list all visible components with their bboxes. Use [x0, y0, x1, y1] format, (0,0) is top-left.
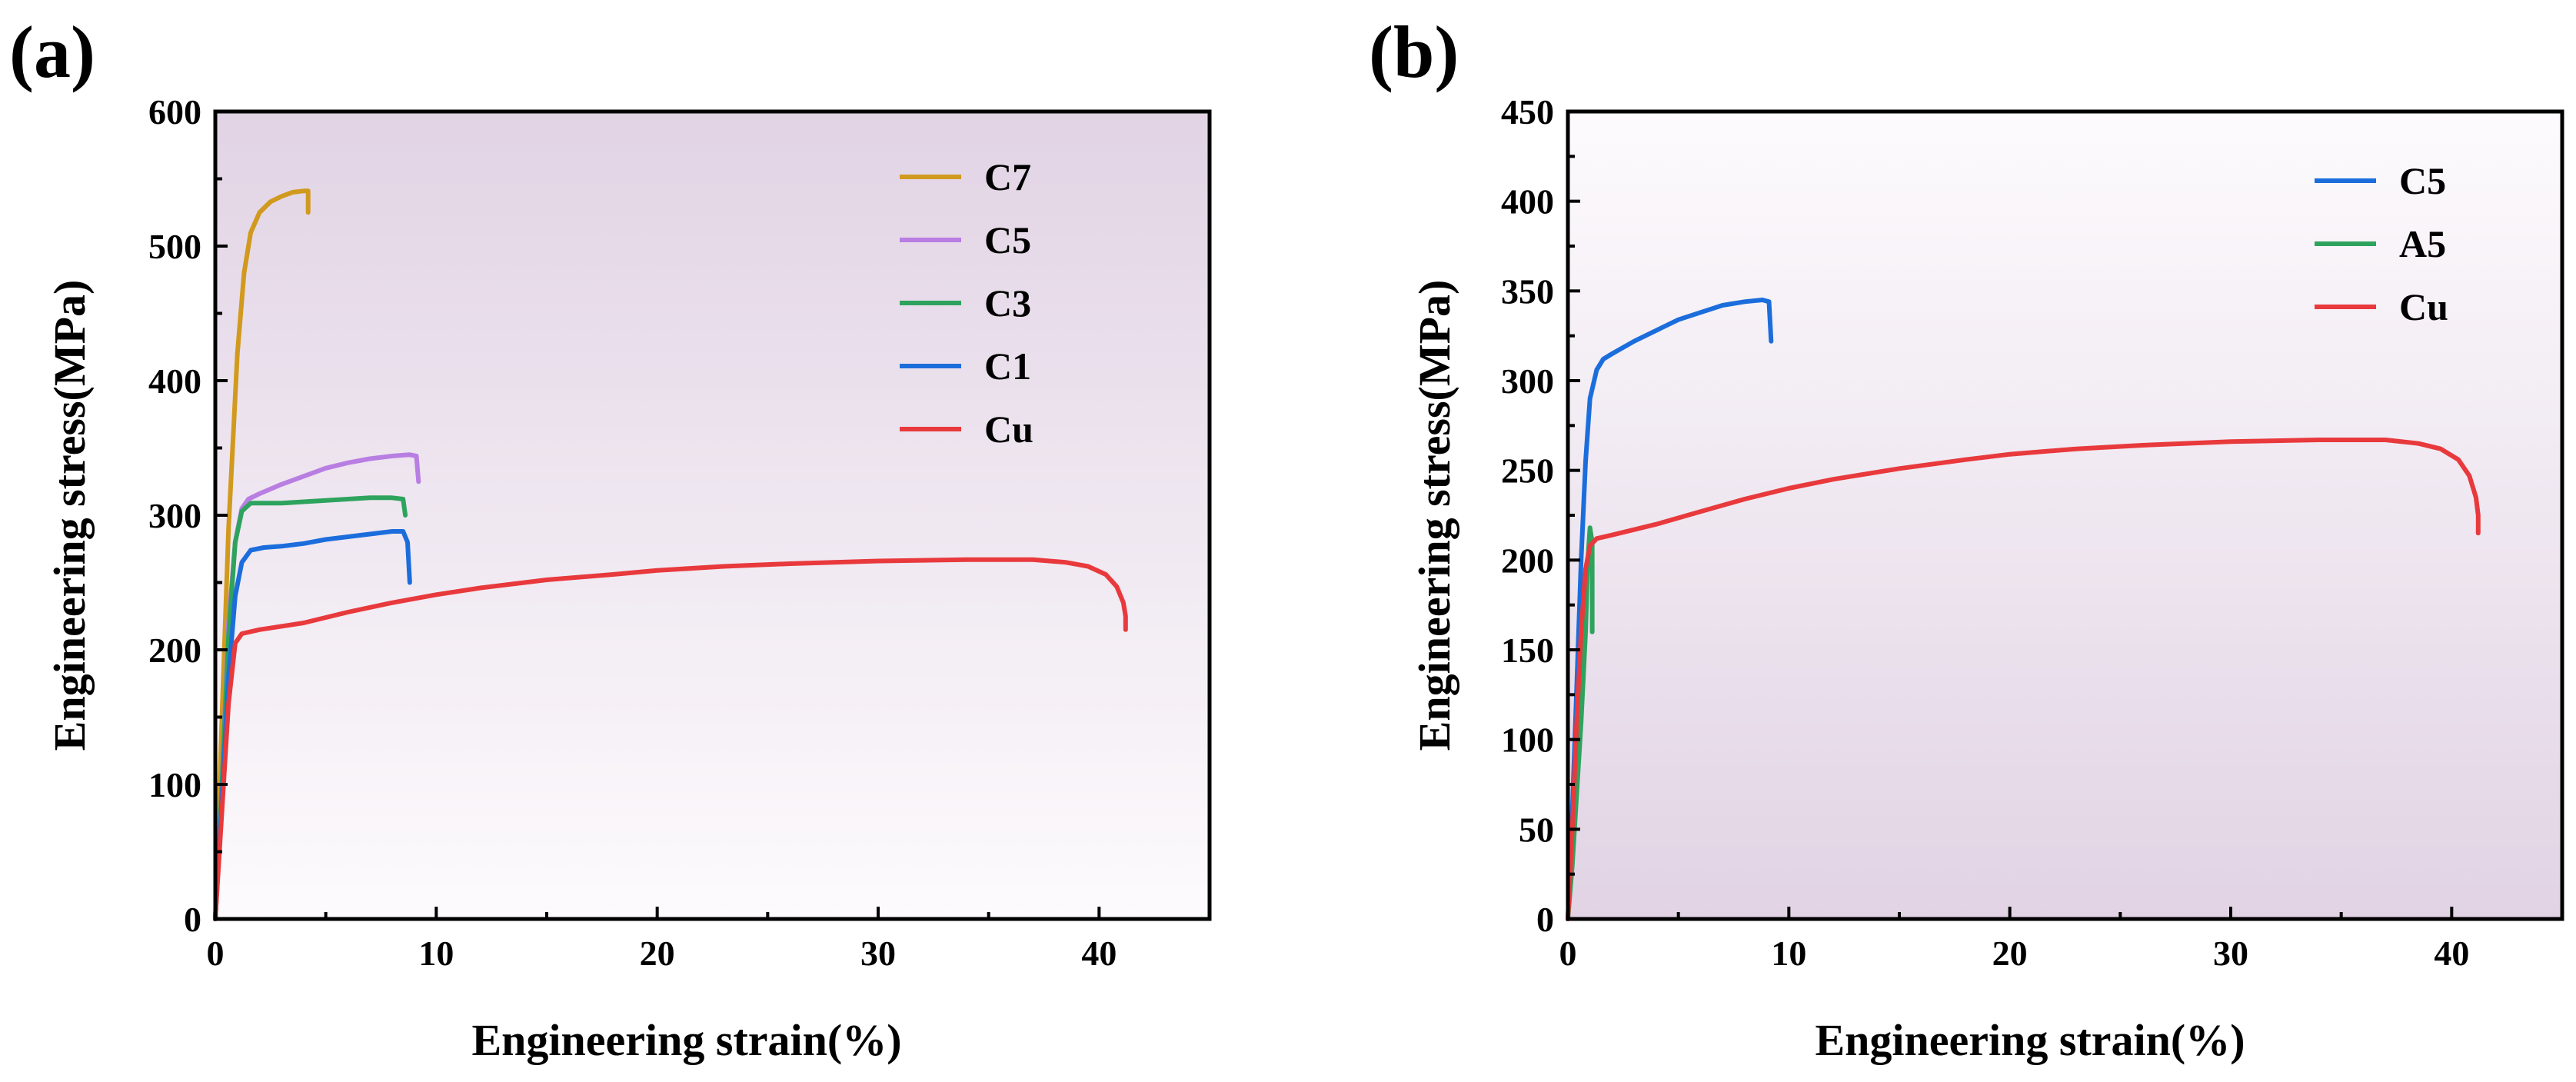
y-tick-label: 0	[1536, 900, 1554, 939]
plot-frame	[213, 109, 1212, 921]
y-tick-label: 0	[184, 900, 201, 939]
y-tick-label: 500	[148, 227, 201, 266]
x-axis-title: Engineering strain(%)	[1815, 1015, 2245, 1065]
y-tick-label: 350	[1501, 271, 1554, 311]
plot-area-background	[1568, 112, 2562, 919]
y-axis-title: Engineering stress(MPa)	[1409, 280, 1459, 751]
series-line-c1	[213, 529, 412, 921]
x-tick-label: 40	[2434, 934, 2469, 973]
x-tick-label: 30	[2213, 934, 2248, 973]
y-axis-title: Engineering stress(MPa)	[45, 280, 95, 751]
y-tick-label: 250	[1501, 451, 1554, 491]
x-tick-label: 0	[1559, 934, 1577, 973]
x-tick-label: 10	[418, 934, 454, 973]
x-tick-label: 30	[860, 934, 896, 973]
y-tick-label: 450	[1501, 92, 1554, 132]
legend: C5 A5 Cu	[2315, 159, 2448, 328]
legend-label-a5: A5	[2399, 222, 2446, 265]
y-tick-label: 300	[1501, 361, 1554, 401]
series-line-c5	[1566, 298, 1774, 921]
legend-label-c5: C5	[2399, 159, 2446, 202]
y-tick-label: 200	[148, 631, 201, 670]
panel-label: (b)	[1369, 11, 1459, 93]
plot-area-background	[215, 112, 1210, 919]
x-tick-label: 20	[1992, 934, 2028, 973]
x-tick-label: 20	[640, 934, 675, 973]
legend-label-c7: C7	[984, 155, 1031, 198]
series-line-cu	[213, 557, 1128, 921]
series-line-c3	[213, 495, 408, 921]
y-tick-label: 50	[1519, 810, 1554, 849]
y-tick-label: 100	[1501, 721, 1554, 760]
x-tick-label: 10	[1771, 934, 1806, 973]
panel-label: (a)	[9, 11, 95, 93]
legend: C7 C5 C3 C1 Cu	[900, 155, 1033, 451]
y-tick-label: 100	[148, 765, 201, 804]
x-axis-title: Engineering strain(%)	[471, 1015, 901, 1065]
series-line-c7	[213, 188, 311, 921]
x-tick-label: 40	[1081, 934, 1117, 973]
legend-label-c1: C1	[984, 345, 1031, 388]
legend-label-cu: Cu	[984, 408, 1033, 451]
x-tick-label: 0	[207, 934, 225, 973]
legend-label-c3: C3	[984, 281, 1031, 325]
series-layer	[213, 188, 1128, 921]
series-layer	[1566, 298, 2481, 921]
y-tick-label: 300	[148, 496, 201, 535]
y-tick-label: 200	[1501, 541, 1554, 580]
y-tick-label: 150	[1501, 631, 1554, 670]
y-tick-label: 600	[148, 92, 201, 132]
legend-label-c5: C5	[984, 218, 1031, 261]
series-line-cu	[1566, 438, 2481, 921]
legend-label-cu: Cu	[2399, 285, 2448, 328]
plot-frame	[1566, 109, 2564, 921]
y-tick-label: 400	[1501, 182, 1554, 221]
y-tick-label: 400	[148, 361, 201, 401]
